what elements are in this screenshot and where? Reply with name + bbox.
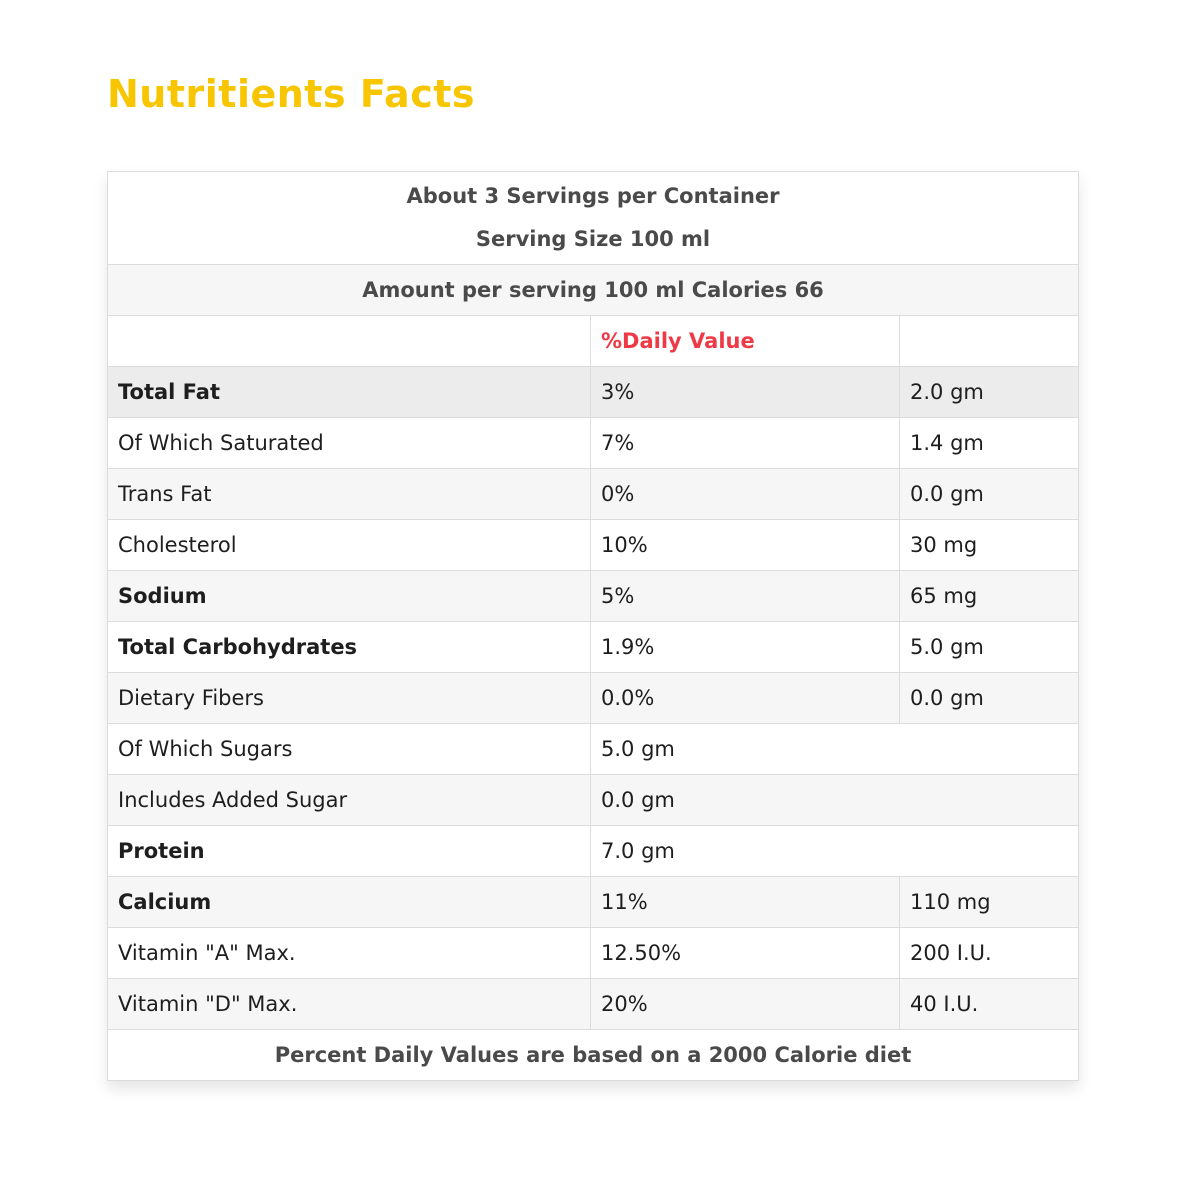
cell: 1.4 gm <box>899 417 1079 469</box>
nutrient-row: Includes Added Sugar 0.0 gm <box>107 774 1079 826</box>
cell: 0% <box>590 468 900 520</box>
cell: Calcium <box>107 876 591 928</box>
cell <box>107 315 591 367</box>
cell: 0.0 gm <box>899 468 1079 520</box>
cell: 110 mg <box>899 876 1079 928</box>
cell: Vitamin "D" Max. <box>107 978 591 1030</box>
cell: 200 I.U. <box>899 927 1079 979</box>
nutrient-row: Sodium 5% 65 mg <box>107 570 1079 622</box>
cell: 2.0 gm <box>899 366 1079 418</box>
header-line: About 3 Servings per Container <box>406 184 780 208</box>
daily-value-header: %Daily Value <box>590 315 900 367</box>
cell: 7% <box>590 417 900 469</box>
nutrient-row: Total Carbohydrates 1.9% 5.0 gm <box>107 621 1079 673</box>
cell: Of Which Saturated <box>107 417 591 469</box>
header-cell: About 3 Servings per Container Serving Si… <box>107 171 1079 265</box>
cell: Total Carbohydrates <box>107 621 591 673</box>
cell: Dietary Fibers <box>107 672 591 724</box>
cell: 30 mg <box>899 519 1079 571</box>
cell: 1.9% <box>590 621 900 673</box>
cell: 65 mg <box>899 570 1079 622</box>
cell: 11% <box>590 876 900 928</box>
nutrient-row: Protein 7.0 gm <box>107 825 1079 877</box>
cell: Includes Added Sugar <box>107 774 591 826</box>
nutrient-row: Total Fat 3% 2.0 gm <box>107 366 1079 418</box>
cell: 0.0 gm <box>899 672 1079 724</box>
cell: 0.0 gm <box>590 774 1079 826</box>
cell: Trans Fat <box>107 468 591 520</box>
cell: 10% <box>590 519 900 571</box>
amount-cell: Amount per serving 100 ml Calories 66 <box>107 264 1079 316</box>
nutrient-row: Vitamin "D" Max. 20% 40 I.U. <box>107 978 1079 1030</box>
title: Nutritients Facts <box>107 72 475 116</box>
footer-cell: Percent Daily Values are based on a 2000… <box>107 1029 1079 1081</box>
cell: 20% <box>590 978 900 1030</box>
nutrient-row: Dietary Fibers 0.0% 0.0 gm <box>107 672 1079 724</box>
header-line: Serving Size 100 ml <box>475 227 711 251</box>
cell: Total Fat <box>107 366 591 418</box>
cell: Cholesterol <box>107 519 591 571</box>
cell <box>899 315 1079 367</box>
cell: 5.0 gm <box>590 723 1079 775</box>
cell: 5% <box>590 570 900 622</box>
cell: Vitamin "A" Max. <box>107 927 591 979</box>
cell: Sodium <box>107 570 591 622</box>
nutrient-row: Trans Fat 0% 0.0 gm <box>107 468 1079 520</box>
cell: Protein <box>107 825 591 877</box>
cell: 0.0% <box>590 672 900 724</box>
nutrient-row: Of Which Sugars 5.0 gm <box>107 723 1079 775</box>
cell: 5.0 gm <box>899 621 1079 673</box>
nutrient-row: Of Which Saturated 7% 1.4 gm <box>107 417 1079 469</box>
nutrition-table: About 3 Servings per Container Serving Si… <box>107 171 1079 1081</box>
cell: 40 I.U. <box>899 978 1079 1030</box>
cell: 7.0 gm <box>590 825 1079 877</box>
cell: 3% <box>590 366 900 418</box>
cell: Of Which Sugars <box>107 723 591 775</box>
rows: Total Fat 3% 2.0 gm Of Which Saturated 7% 1.4… <box>107 366 1079 1030</box>
nutrient-row: Cholesterol 10% 30 mg <box>107 519 1079 571</box>
nutrient-row: Calcium 11% 110 mg <box>107 876 1079 928</box>
cell: 12.50% <box>590 927 900 979</box>
nutrient-row: Vitamin "A" Max. 12.50% 200 I.U. <box>107 927 1079 979</box>
